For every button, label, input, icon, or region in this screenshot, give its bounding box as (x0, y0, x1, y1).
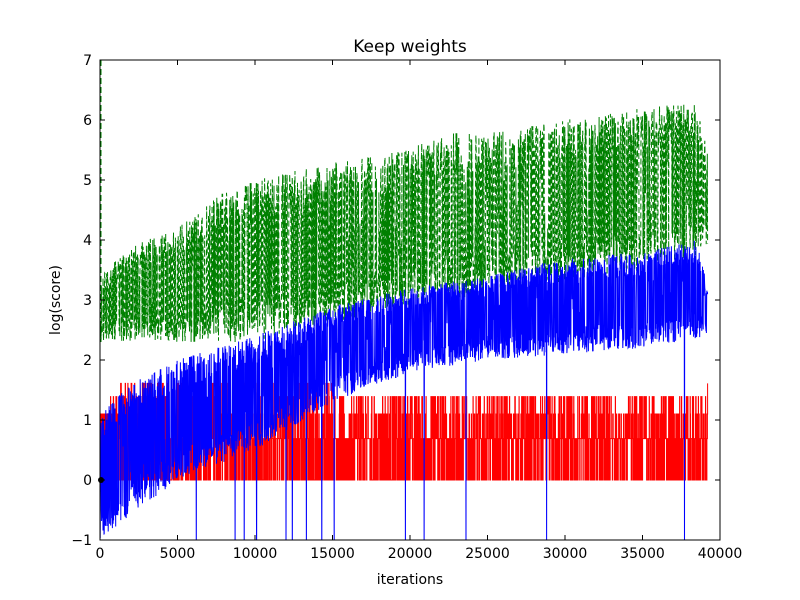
x-tick-label: 5000 (160, 546, 196, 562)
series-line-green (100, 104, 709, 343)
chart-title: Keep weights (353, 37, 467, 57)
y-tick-label: 6 (83, 113, 92, 129)
x-tick-label: 10000 (233, 546, 278, 562)
y-tick-label: −1 (71, 533, 92, 549)
y-tick-label: 7 (83, 53, 92, 69)
x-tick-label: 40000 (698, 546, 743, 562)
y-tick-label: 4 (83, 233, 92, 249)
ticks-layer: 0 5000 10000 15000 20000 25000 30000 35000 40000… (71, 53, 742, 562)
x-tick-label: 30000 (543, 546, 588, 562)
series-layer (100, 60, 709, 540)
x-tick-label: 0 (96, 546, 105, 562)
x-tick-label: 20000 (388, 546, 433, 562)
x-tick-label: 35000 (620, 546, 665, 562)
series-line-blue (100, 240, 709, 540)
y-axis-label: log(score) (48, 265, 64, 335)
y-tick-label: 3 (83, 293, 92, 309)
x-tick-label: 15000 (310, 546, 355, 562)
y-tick-label: 1 (83, 413, 92, 429)
origin-marker (98, 477, 104, 483)
y-tick-label: 5 (83, 173, 92, 189)
y-tick-label: 0 (83, 473, 92, 489)
x-axis-label: iterations (377, 572, 443, 588)
x-tick-label: 25000 (465, 546, 510, 562)
y-tick-label: 2 (83, 353, 92, 369)
